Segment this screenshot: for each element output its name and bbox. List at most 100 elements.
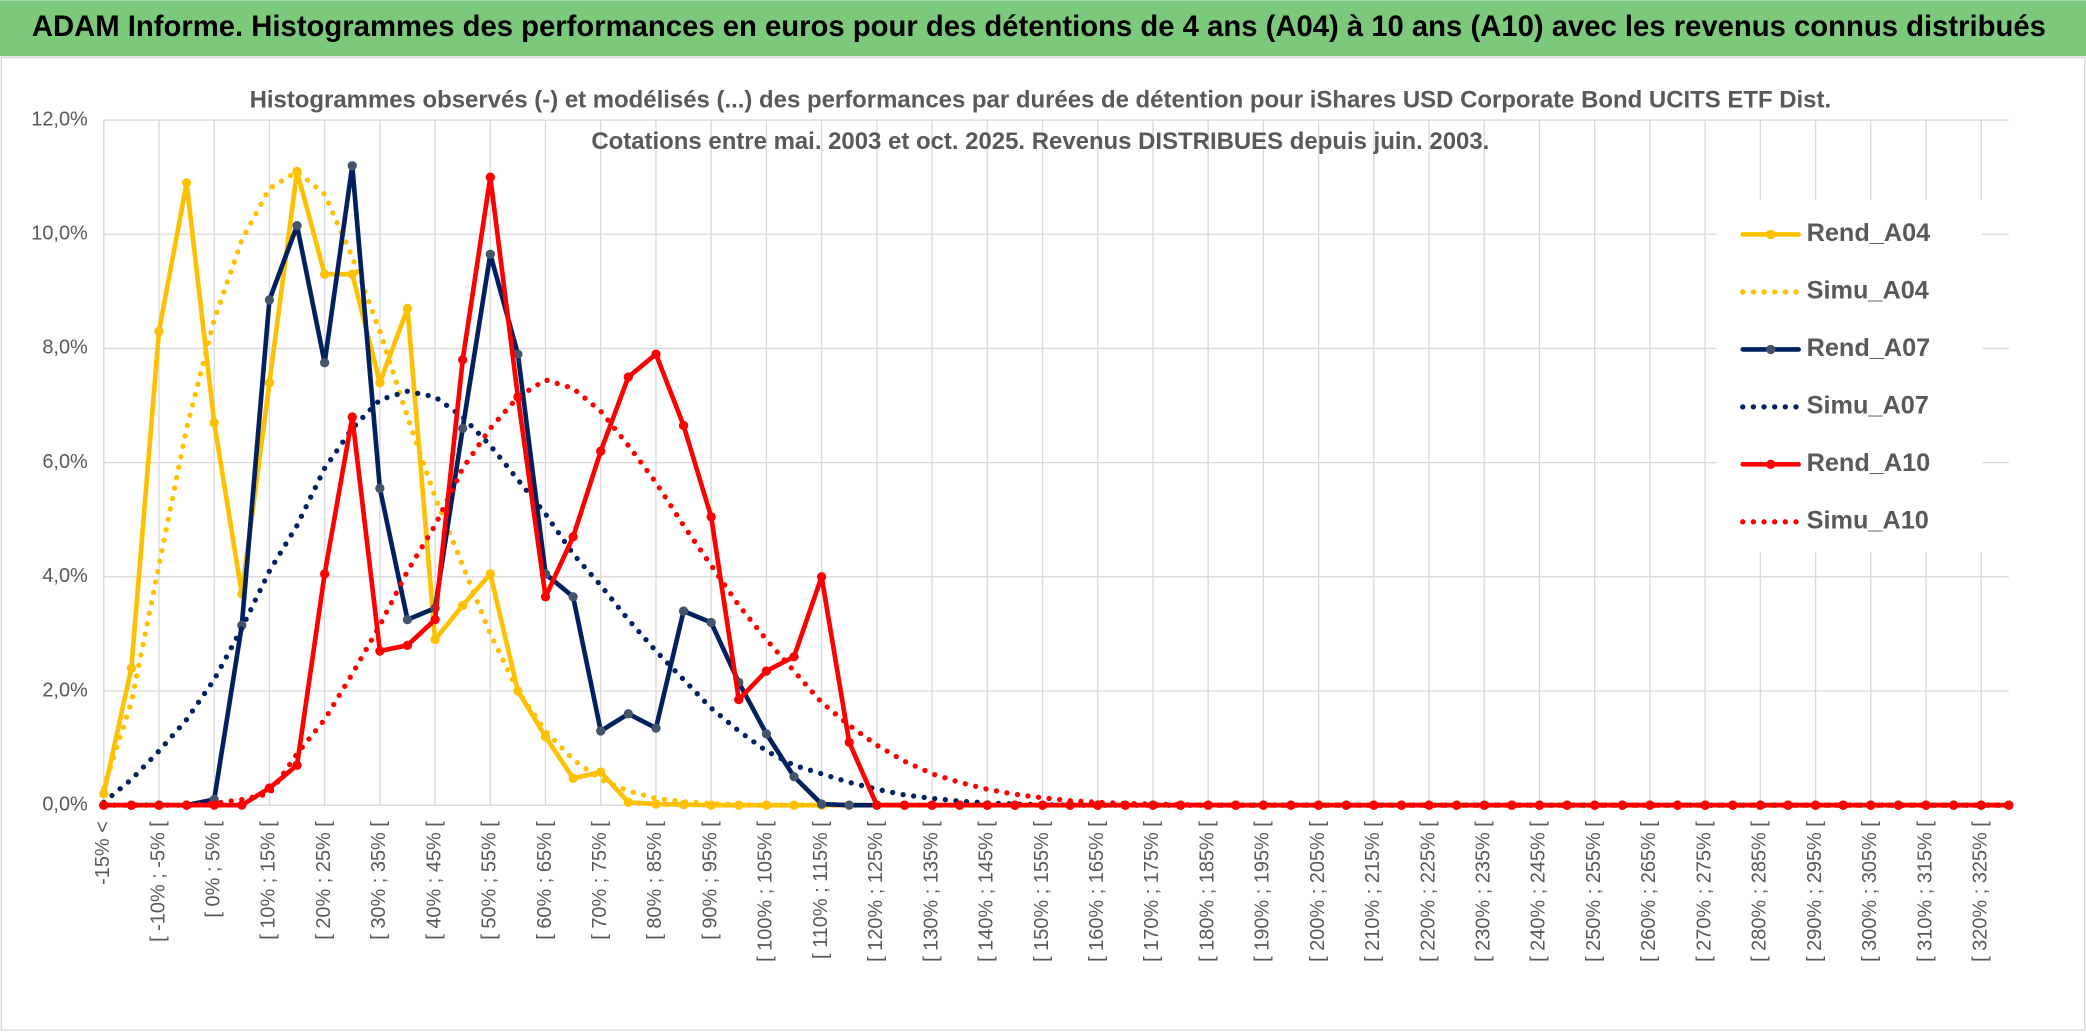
x-tick-label: [ 170% ; 175% [ [1141,821,1163,962]
y-tick-label: 0,0% [42,793,88,815]
x-tick-label: [ 30% ; 35% [ [368,821,390,940]
legend: Rend_A04 Simu_A04 Rend_A07 Simu_A07 Rend_A10… [1740,219,1931,534]
chart-title: Histogrammes observés (-) et modélisés (… [250,87,1832,114]
data-point [955,800,965,810]
data-point [402,303,413,314]
x-tick-label: [ 310% ; 315% [ [1914,821,1936,962]
data-point [1037,800,1048,810]
legend-marker [1766,229,1776,240]
legend-marker [1766,459,1776,470]
x-tick-label: [ 20% ; 25% [ [313,821,335,940]
x-tick-label: -15% < [92,821,114,885]
data-point [319,269,330,279]
data-point [375,646,385,656]
data-point [347,161,357,171]
data-point [761,666,772,676]
data-point [485,249,495,259]
data-point [872,800,882,810]
data-point [816,572,827,582]
data-point [292,221,302,231]
data-point [568,592,578,602]
data-point [706,617,716,628]
data-point [1313,800,1324,810]
x-tick-label: [ 300% ; 305% [ [1859,821,1881,962]
data-point [623,797,634,807]
x-tick-label: [ 120% ; 125% [ [865,821,887,962]
legend-box [1716,199,1983,553]
legend-label: Simu_A10 [1807,506,1929,534]
x-tick-label: [ 100% ; 105% [ [755,821,777,962]
chart-subtitle: Cotations entre mai. 2003 et oct. 2025. … [591,128,1489,155]
data-point [1783,800,1793,810]
data-point [264,295,275,305]
series-line [101,174,2012,808]
data-point [596,446,606,456]
data-point [237,800,247,810]
data-point [761,729,772,739]
data-point [1231,800,1241,810]
data-point [678,420,689,431]
x-tick-label: [ 70% ; 75% [ [589,821,611,940]
data-point [126,800,137,810]
data-point [347,412,357,422]
grid: 0,0% 2,0% 4,0% 6,0% 8,0% 10,0% 12,0% -15% < [ -1… [31,108,2009,962]
data-point [402,640,413,650]
legend-label: Rend_A07 [1807,334,1931,362]
data-point [734,694,744,705]
series-line [101,377,2012,808]
data-point [789,771,799,782]
x-tick-label: [ 240% ; 245% [ [1528,821,1550,962]
data-point [181,178,192,188]
data-point [1010,800,1020,810]
data-point [761,800,772,810]
x-tick-label: [ 150% ; 155% [ [1031,821,1053,962]
data-point [99,789,109,799]
data-point [1921,800,1931,810]
data-point [458,355,468,365]
legend-label: Rend_A10 [1807,449,1931,477]
x-tick-label: [ 280% ; 285% [ [1749,821,1771,962]
x-tick-label: [ 130% ; 135% [ [920,821,942,962]
data-point [347,269,357,279]
data-point [706,512,716,522]
data-point [596,726,606,736]
x-tick-label: [ 180% ; 185% [ [1196,821,1218,962]
x-tick-label: [ 90% ; 95% [ [699,821,721,940]
x-tick-label: [ 0% ; 5% [ [202,821,224,918]
data-point [899,800,910,810]
data-point [458,600,468,611]
x-tick-label: [ 190% ; 195% [ [1252,821,1274,962]
data-point [513,349,523,359]
x-tick-label: [ 270% ; 275% [ [1693,821,1715,962]
data-point [651,723,661,733]
x-tick-label: [ -10% ; -5% [ [147,821,169,942]
x-tick-label: [ 220% ; 225% [ [1417,821,1439,962]
x-tick-label: [ 60% ; 65% [ [534,821,556,940]
data-point [375,378,385,388]
data-point [596,767,606,777]
y-tick-label: 6,0% [42,451,88,473]
data-point [319,358,330,368]
data-point [430,634,440,645]
data-point [402,614,413,625]
data-point [982,800,992,810]
x-tick-label: [ 210% ; 215% [ [1362,821,1384,962]
x-tick-label: [ 320% ; 325% [ [1969,821,1991,962]
plot [99,161,2014,810]
data-point [1976,800,1986,810]
data-point [264,378,275,388]
data-point [319,569,330,579]
data-point [623,709,634,719]
legend-label: Rend_A04 [1807,219,1931,247]
data-point [623,372,634,382]
x-tick-label: [ 230% ; 235% [ [1473,821,1495,962]
data-point [1369,800,1379,810]
legend-marker [1766,344,1776,355]
data-point [844,800,854,810]
data-point [1838,800,1848,810]
x-tick-label: [ 200% ; 205% [ [1307,821,1329,962]
data-point [789,652,799,662]
y-tick-label: 2,0% [42,679,88,701]
data-point [816,799,827,809]
